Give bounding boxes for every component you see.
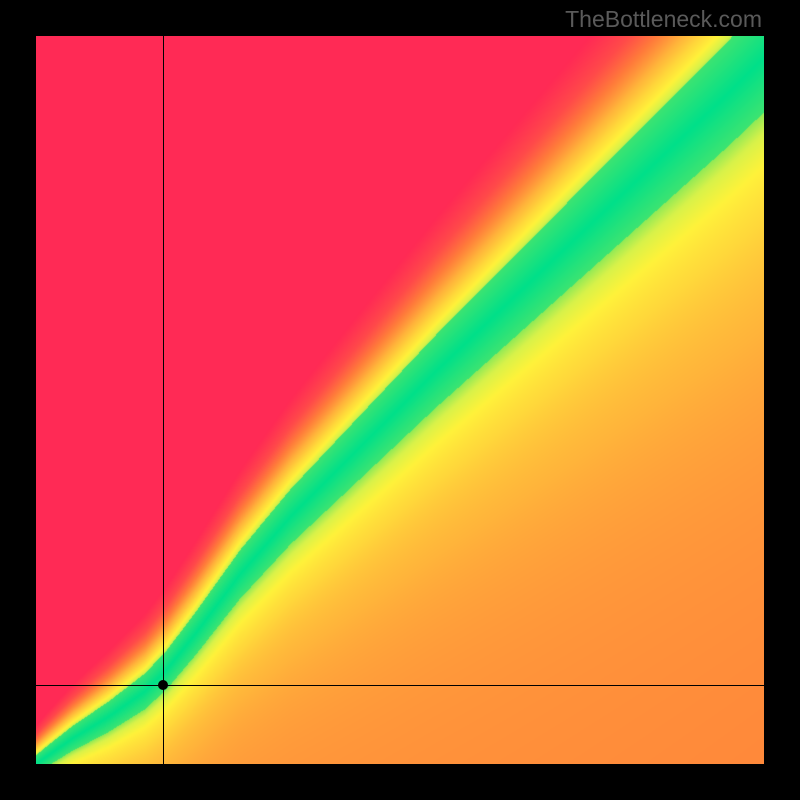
marker-dot	[158, 680, 168, 690]
attribution-text: TheBottleneck.com	[565, 6, 762, 33]
crosshair-horizontal	[36, 685, 764, 686]
crosshair-vertical	[163, 36, 164, 764]
heatmap-plot	[36, 36, 764, 764]
heatmap-canvas	[36, 36, 764, 764]
